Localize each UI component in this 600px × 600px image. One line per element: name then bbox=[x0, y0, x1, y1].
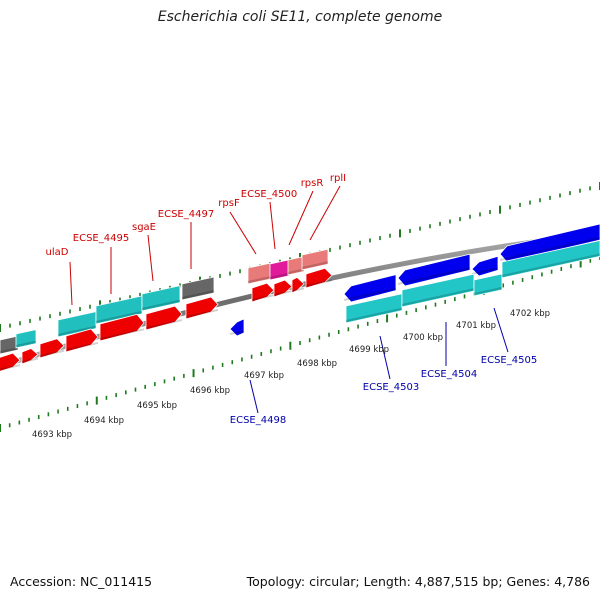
cds-forward-feature bbox=[21, 348, 39, 365]
feature-shadow bbox=[39, 349, 65, 357]
label-leader-lines bbox=[69, 185, 509, 414]
feature-shadow bbox=[401, 288, 475, 306]
feature-shadow bbox=[501, 253, 600, 277]
feature-shadow bbox=[499, 237, 600, 261]
leader-line bbox=[249, 379, 259, 414]
gene-forward-feature bbox=[95, 295, 143, 325]
gene-label: ECSE_4498 bbox=[230, 415, 286, 426]
scale-label: 4694 kbp bbox=[84, 416, 124, 426]
gene-label: ECSE_4505 bbox=[481, 355, 537, 366]
rna-highlight-feature bbox=[269, 259, 291, 281]
feature-shadow bbox=[0, 347, 19, 353]
scale-label: 4699 kbp bbox=[349, 345, 389, 355]
other-feature bbox=[0, 335, 19, 355]
gene-reverse-feature bbox=[501, 240, 600, 279]
gene-forward-feature bbox=[141, 285, 181, 312]
feature-shadow bbox=[185, 308, 219, 318]
rrna-like-feature bbox=[287, 255, 305, 276]
cds-reverse-feature bbox=[229, 318, 245, 337]
gene-label: sgaE bbox=[132, 222, 156, 233]
other-feature bbox=[181, 276, 215, 301]
feature-shadow bbox=[15, 340, 37, 347]
cds-forward-feature bbox=[65, 328, 99, 353]
cds-reverse-feature bbox=[499, 223, 600, 263]
feature-shadow bbox=[247, 275, 273, 283]
leader-line bbox=[309, 185, 341, 241]
feature-shadow bbox=[21, 357, 39, 363]
genome-summary: Topology: circular; Length: 4,887,515 bp… bbox=[246, 574, 590, 589]
feature-shadow bbox=[0, 364, 21, 371]
gene-label: rpsR bbox=[301, 178, 324, 189]
cds-reverse-feature bbox=[471, 255, 499, 277]
cds-forward-feature bbox=[291, 276, 305, 294]
feature-shadow bbox=[57, 325, 97, 336]
cds-reverse-feature bbox=[343, 274, 397, 303]
feature-shadow bbox=[301, 261, 329, 269]
feature-shadow bbox=[95, 310, 143, 323]
feature-shadow bbox=[343, 287, 397, 301]
feature-shadow bbox=[65, 341, 99, 351]
gene-label: rpsF bbox=[218, 198, 240, 209]
cds-forward-feature bbox=[39, 338, 65, 359]
rrna-like-feature bbox=[301, 248, 329, 271]
gene-label: ECSE_4504 bbox=[421, 369, 477, 380]
scale-label: 4701 kbp bbox=[456, 321, 496, 331]
scale-label: 4696 kbp bbox=[190, 386, 230, 396]
leader-line bbox=[147, 234, 154, 282]
scale-label: 4695 kbp bbox=[137, 401, 177, 411]
feature-track bbox=[0, 223, 600, 372]
scale-labels: 4693 kbp 4694 kbp 4695 kbp 4696 kbp 4697 kbp… bbox=[32, 309, 550, 440]
cds-forward-feature bbox=[99, 313, 145, 342]
leader-line bbox=[269, 201, 276, 250]
scale-label: 4702 kbp bbox=[510, 309, 550, 319]
feature-shadow bbox=[345, 307, 403, 322]
scale-label: 4693 kbp bbox=[32, 430, 72, 440]
scale-label: 4697 kbp bbox=[244, 371, 284, 381]
feature-shadow bbox=[229, 329, 245, 335]
feature-shadow bbox=[471, 267, 499, 275]
feature-shadow bbox=[141, 299, 181, 310]
cds-forward-feature bbox=[273, 279, 293, 298]
feature-shadow bbox=[305, 279, 333, 287]
feature-shadow bbox=[287, 268, 305, 274]
gene-label: rplI bbox=[330, 173, 346, 184]
cds-forward-feature bbox=[305, 267, 333, 289]
gene-label: ulaD bbox=[46, 247, 69, 258]
gene-reverse-feature bbox=[473, 273, 503, 297]
feature-shadow bbox=[473, 286, 503, 295]
gene-label: ECSE_4497 bbox=[158, 209, 214, 220]
leader-line bbox=[229, 211, 257, 255]
leader-line bbox=[288, 190, 314, 246]
feature-shadow bbox=[269, 272, 291, 279]
feature-shadow bbox=[251, 294, 275, 301]
cds-reverse-feature bbox=[397, 253, 471, 287]
gene-reverse-feature bbox=[345, 293, 403, 324]
leader-line bbox=[379, 335, 391, 380]
scale-label: 4698 kbp bbox=[297, 359, 337, 369]
feature-shadow bbox=[181, 289, 215, 299]
scale-label: 4700 kbp bbox=[403, 333, 443, 343]
feature-shadow bbox=[145, 319, 183, 329]
feature-shadow bbox=[397, 267, 471, 285]
cds-forward-feature bbox=[251, 282, 275, 303]
gene-label: ECSE_4503 bbox=[363, 382, 419, 393]
accession-label: Accession: NC_011415 bbox=[10, 574, 153, 589]
leader-line bbox=[69, 261, 73, 306]
gene-label: ECSE_4500 bbox=[241, 189, 297, 200]
cds-forward-feature bbox=[185, 296, 219, 320]
cds-forward-feature bbox=[145, 305, 183, 331]
genome-title: Escherichia coli SE11, complete genome bbox=[157, 9, 443, 25]
leader-line bbox=[493, 307, 509, 353]
feature-shadow bbox=[291, 287, 305, 292]
cds-forward-feature bbox=[0, 352, 21, 372]
gene-forward-feature bbox=[15, 329, 37, 349]
feature-shadow bbox=[99, 328, 145, 340]
feature-shadow bbox=[273, 290, 293, 296]
gene-label: ECSE_4495 bbox=[73, 233, 129, 244]
